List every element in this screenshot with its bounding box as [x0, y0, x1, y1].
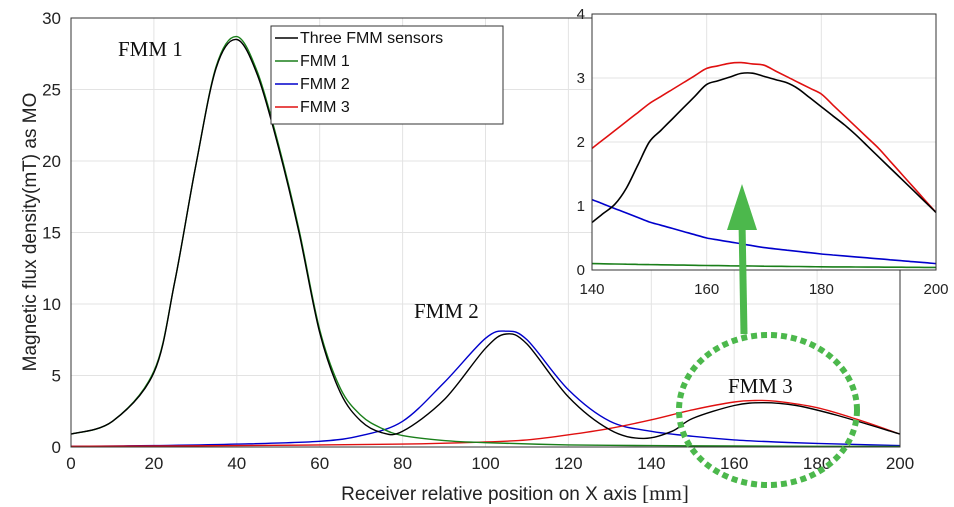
annotation-fmm-3: FMM 3	[728, 374, 793, 398]
y-axis-label: Magnetic flux density(mT) as MO	[20, 93, 41, 372]
inset-x-tick-label: 160	[694, 281, 719, 298]
y-tick-label: 30	[42, 9, 61, 28]
legend-label-fmm-2: FMM 2	[300, 76, 350, 93]
zoom-callout	[676, 184, 860, 488]
zoom-arrow-shaft	[738, 221, 748, 335]
zoom-arrow-head	[727, 184, 757, 230]
x-tick-label: 60	[310, 454, 329, 473]
inset-x-tick-label: 180	[809, 281, 834, 298]
series-line-fmm-2	[70, 330, 901, 447]
y-tick-label: 0	[52, 438, 61, 457]
x-tick-label: 200	[886, 454, 914, 473]
inset-plot-frame	[591, 13, 937, 271]
x-tick-label: 40	[227, 454, 246, 473]
y-tick-label: 5	[52, 367, 61, 386]
inset-x-tick-label: 200	[923, 281, 948, 298]
y-tick-label: 25	[42, 81, 61, 100]
x-tick-label: 100	[471, 454, 499, 473]
inset-curves	[591, 61, 937, 269]
y-tick-label: 15	[42, 224, 61, 243]
x-tick-label: 160	[720, 454, 748, 473]
series-line-fmm-3	[70, 399, 901, 447]
main-curves	[70, 35, 901, 448]
inset-x-tick-label: 140	[579, 281, 604, 298]
inset-y-tick-label: 4	[577, 6, 585, 23]
inset-series-line-fmm-3	[591, 61, 937, 213]
inset-y-tick-label: 2	[577, 134, 585, 151]
legend-label-fmm-3: FMM 3	[300, 99, 350, 116]
inset-ticks: 140 160 180 200 0 1 2 3 4	[577, 6, 949, 298]
x-axis-label-unit: [mm]	[642, 481, 689, 505]
zoom-ellipse	[676, 332, 860, 488]
x-axis-label-main: Receiver relative position on X axis	[341, 484, 642, 505]
annotation-fmm-1: FMM 1	[118, 37, 183, 61]
inset-y-tick-label: 1	[577, 198, 585, 215]
legend-label-fmm-1: FMM 1	[300, 53, 350, 70]
series-line-three-fmm-sensors	[70, 38, 901, 440]
legend-label-three-fmm-sensors: Three FMM sensors	[300, 30, 443, 47]
x-axis-label: Receiver relative position on X axis [mm…	[341, 481, 689, 505]
x-tick-label: 140	[637, 454, 665, 473]
legend: Three FMM sensors FMM 1 FMM 2 FMM 3	[270, 25, 504, 125]
annotation-fmm-2: FMM 2	[414, 299, 479, 323]
x-tick-label: 180	[803, 454, 831, 473]
y-tick-label: 10	[42, 295, 61, 314]
inset-y-tick-label: 0	[577, 262, 585, 279]
y-tick-label: 20	[42, 152, 61, 171]
x-tick-label: 120	[554, 454, 582, 473]
inset-series-line-fmm-1	[591, 262, 936, 269]
x-tick-label: 20	[144, 454, 163, 473]
inset-chart: 140 160 180 200 0 1 2 3 4	[577, 6, 949, 298]
inset-y-tick-label: 3	[577, 70, 585, 87]
inset-series-line-fmm-2	[591, 198, 937, 265]
x-tick-label: 0	[66, 454, 75, 473]
x-tick-label: 80	[393, 454, 412, 473]
inset-series-line-three-fmm-sensors	[591, 72, 937, 224]
